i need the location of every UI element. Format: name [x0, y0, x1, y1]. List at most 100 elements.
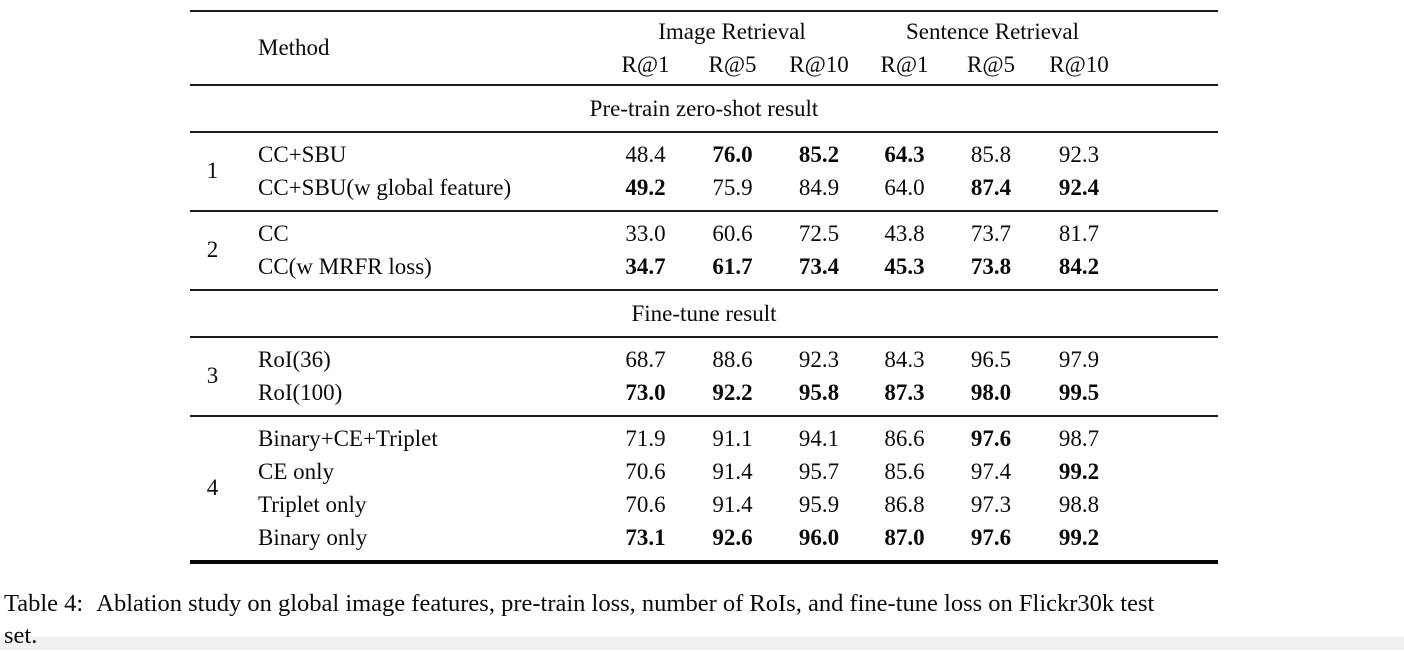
- caption-line1: Ablation study on global image features,…: [96, 590, 1155, 617]
- value-cell: 48.4: [625, 141, 666, 167]
- value-cell: 64.3: [884, 141, 925, 167]
- value-cell: 70.6: [625, 491, 666, 517]
- value-cell: 95.8: [798, 379, 840, 405]
- row-group: 3 RoI(36) 68.7 88.6 92.3 84.3 96.5 97.9 RoI(100)…: [190, 338, 1218, 415]
- value-cell: 97.4: [970, 458, 1012, 484]
- table-header: Method Image Retrieval Sentence Retrieva…: [190, 12, 1218, 84]
- value-cell: 98.0: [970, 379, 1012, 405]
- value-cell: 43.8: [884, 220, 925, 246]
- value-cell: 92.4: [1058, 174, 1100, 200]
- value-cell: 97.9: [1058, 346, 1100, 372]
- value-cell: 87.4: [970, 174, 1012, 200]
- method-cell: CC+SBU: [258, 141, 347, 167]
- section-row: Pre-train zero-shot result: [190, 86, 1218, 131]
- value-cell: 96.0: [798, 524, 840, 550]
- table-rule: [190, 210, 1218, 212]
- value-cell: 99.5: [1058, 379, 1100, 405]
- sentence-retrieval-group-header: Sentence Retrieval: [905, 19, 1080, 45]
- value-cell: 87.3: [884, 379, 925, 405]
- value-cell: 85.2: [798, 141, 840, 167]
- section-title: Fine-tune result: [631, 300, 777, 326]
- section-title: Pre-train zero-shot result: [589, 95, 819, 121]
- value-cell: 94.1: [798, 425, 840, 451]
- method-cell: RoI(100): [258, 379, 343, 405]
- table-rule: [190, 84, 1218, 86]
- method-cell: Triplet only: [258, 491, 367, 517]
- value-cell: 85.8: [970, 141, 1012, 167]
- method-cell: Binary+CE+Triplet: [258, 425, 438, 451]
- section-row: Fine-tune result: [190, 291, 1218, 336]
- value-cell: 97.6: [970, 524, 1012, 550]
- sentence-r1-header: R@1: [880, 52, 929, 78]
- group-index: 4: [206, 475, 219, 501]
- value-cell: 96.5: [970, 346, 1012, 372]
- value-cell: 92.6: [712, 524, 753, 550]
- value-cell: 92.3: [798, 346, 840, 372]
- value-cell: 60.6: [712, 220, 753, 246]
- table-rule: [190, 336, 1218, 338]
- value-cell: 95.7: [798, 458, 840, 484]
- value-cell: 86.8: [884, 491, 925, 517]
- table-bottom-rule: [190, 560, 1218, 564]
- image-r10-header: R@10: [789, 52, 849, 78]
- value-cell: 73.0: [625, 379, 666, 405]
- row-group: 4 Binary+CE+Triplet 71.9 91.1 94.1 86.6 97.6 98…: [190, 417, 1218, 560]
- value-cell: 73.8: [970, 253, 1012, 279]
- method-cell: CC(w MRFR loss): [258, 253, 432, 279]
- value-cell: 70.6: [625, 458, 666, 484]
- value-cell: 73.1: [625, 524, 666, 550]
- value-cell: 91.1: [712, 425, 753, 451]
- ablation-table: Method Image Retrieval Sentence Retrieva…: [190, 10, 1218, 564]
- sentence-r10-header: R@10: [1049, 52, 1109, 78]
- method-cell: Binary only: [258, 524, 368, 550]
- table-rule: [190, 131, 1218, 133]
- value-cell: 92.3: [1058, 141, 1100, 167]
- table-top-rule: [190, 10, 1218, 12]
- value-cell: 91.4: [712, 491, 753, 517]
- value-cell: 64.0: [884, 174, 925, 200]
- value-cell: 68.7: [625, 346, 666, 372]
- value-cell: 87.0: [884, 524, 925, 550]
- value-cell: 81.7: [1058, 220, 1100, 246]
- caption-line2: set.: [4, 622, 38, 649]
- method-cell: RoI(36): [258, 346, 331, 372]
- page-edge-band: [0, 637, 1404, 650]
- sentence-r5-header: R@5: [966, 52, 1016, 78]
- method-column-header: Method: [258, 35, 330, 61]
- table-rule: [190, 289, 1218, 291]
- row-group: 1 CC+SBU 48.4 76.0 85.2 64.3 85.8 92.3 CC+SBU(w …: [190, 133, 1218, 210]
- value-cell: 84.9: [798, 174, 840, 200]
- value-cell: 91.4: [712, 458, 753, 484]
- table-caption: Table 4: Ablation study on global image f…: [4, 588, 1400, 652]
- group-index: 1: [206, 158, 219, 184]
- value-cell: 98.7: [1058, 425, 1100, 451]
- method-cell: CC+SBU(w global feature): [258, 174, 512, 200]
- value-cell: 72.5: [798, 220, 840, 246]
- value-cell: 49.2: [625, 174, 666, 200]
- value-cell: 73.7: [970, 220, 1012, 246]
- value-cell: 98.8: [1058, 491, 1100, 517]
- row-group: 2 CC 33.0 60.6 72.5 43.8 73.7 81.7 CC(w MRFR los…: [190, 212, 1218, 289]
- value-cell: 88.6: [712, 346, 753, 372]
- table-rule: [190, 415, 1218, 417]
- value-cell: 99.2: [1058, 458, 1100, 484]
- value-cell: 75.9: [712, 174, 753, 200]
- value-cell: 97.3: [970, 491, 1012, 517]
- value-cell: 84.3: [884, 346, 925, 372]
- value-cell: 86.6: [884, 425, 925, 451]
- table-body: Pre-train zero-shot result 1 CC+SBU 48.4 76.…: [190, 86, 1218, 564]
- value-cell: 73.4: [798, 253, 840, 279]
- value-cell: 45.3: [884, 253, 925, 279]
- value-cell: 84.2: [1058, 253, 1100, 279]
- value-cell: 71.9: [625, 425, 666, 451]
- image-r1-header: R@1: [621, 52, 670, 78]
- value-cell: 97.6: [970, 425, 1012, 451]
- value-cell: 61.7: [712, 253, 753, 279]
- method-cell: CC: [258, 220, 289, 246]
- image-r5-header: R@5: [708, 52, 757, 78]
- value-cell: 99.2: [1058, 524, 1100, 550]
- value-cell: 33.0: [625, 220, 666, 246]
- caption-label: Table 4:: [4, 590, 84, 617]
- value-cell: 76.0: [712, 141, 753, 167]
- group-index: 3: [206, 363, 219, 389]
